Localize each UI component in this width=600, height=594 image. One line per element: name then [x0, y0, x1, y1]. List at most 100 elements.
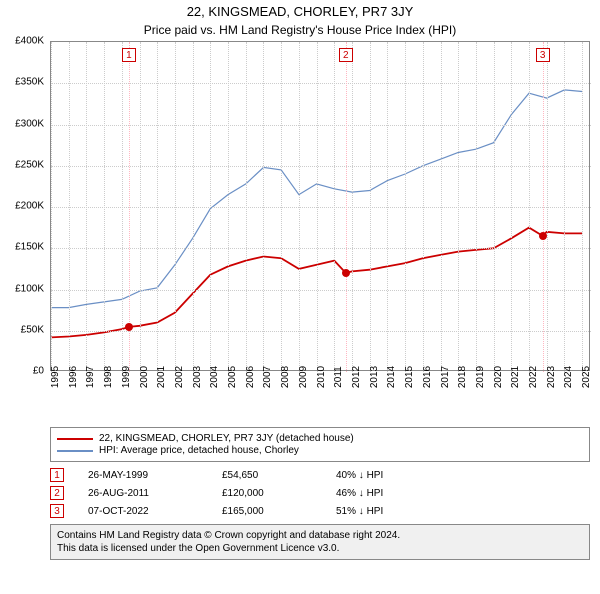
x-gridline [122, 42, 123, 372]
x-gridline [458, 42, 459, 372]
x-gridline [423, 42, 424, 372]
x-tick: 1999 [121, 366, 132, 388]
y-gridline [51, 166, 591, 167]
event-date: 26-MAY-1999 [88, 470, 198, 481]
x-tick: 2008 [280, 366, 291, 388]
x-tick: 2007 [262, 366, 273, 388]
x-gridline [511, 42, 512, 372]
y-tick: £400K [15, 36, 44, 47]
footer-line-2: This data is licensed under the Open Gov… [57, 542, 583, 555]
x-tick: 2001 [156, 366, 167, 388]
marker-point [342, 269, 350, 277]
x-gridline [140, 42, 141, 372]
x-tick: 2012 [351, 366, 362, 388]
event-index: 1 [50, 468, 64, 482]
y-gridline [51, 331, 591, 332]
event-row: 226-AUG-2011£120,00046% ↓ HPI [50, 486, 590, 500]
marker-label: 3 [536, 48, 550, 62]
x-tick: 2024 [563, 366, 574, 388]
event-price: £165,000 [222, 506, 312, 517]
x-gridline [104, 42, 105, 372]
y-gridline [51, 290, 591, 291]
x-gridline [387, 42, 388, 372]
x-tick: 2003 [192, 366, 203, 388]
x-gridline [175, 42, 176, 372]
x-gridline [334, 42, 335, 372]
x-tick: 2010 [316, 366, 327, 388]
legend: 22, KINGSMEAD, CHORLEY, PR7 3JY (detache… [50, 427, 590, 462]
x-gridline [564, 42, 565, 372]
y-gridline [51, 248, 591, 249]
x-tick: 1998 [103, 366, 114, 388]
x-gridline [529, 42, 530, 372]
marker-point [125, 323, 133, 331]
y-tick: £200K [15, 201, 44, 212]
x-gridline [370, 42, 371, 372]
y-gridline [51, 207, 591, 208]
x-tick: 2017 [440, 366, 451, 388]
x-tick: 2023 [546, 366, 557, 388]
x-gridline [281, 42, 282, 372]
x-tick: 2025 [581, 366, 592, 388]
footer-line-1: Contains HM Land Registry data © Crown c… [57, 529, 583, 542]
marker-line [346, 42, 347, 372]
x-gridline [86, 42, 87, 372]
x-gridline [263, 42, 264, 372]
x-gridline [210, 42, 211, 372]
x-tick: 2011 [333, 366, 344, 388]
x-tick: 2013 [369, 366, 380, 388]
x-gridline [476, 42, 477, 372]
x-tick: 2009 [298, 366, 309, 388]
x-gridline [193, 42, 194, 372]
x-gridline [582, 42, 583, 372]
event-date: 07-OCT-2022 [88, 506, 198, 517]
x-gridline [246, 42, 247, 372]
x-gridline [405, 42, 406, 372]
chart: 123 £0£50K£100K£150K£200K£250K£300K£350K… [50, 41, 590, 391]
marker-label: 1 [122, 48, 136, 62]
x-tick: 2021 [510, 366, 521, 388]
events-table: 1 26-MAY-1999 £54,650 40% ↓ HPI 226-AUG-2011… [50, 468, 590, 518]
x-tick: 2004 [209, 366, 220, 388]
legend-item: HPI: Average price, detached house, Chor… [57, 445, 583, 456]
event-row: 3 07-OCT-2022 £165,000 51% ↓ HPI [50, 504, 590, 518]
page-subtitle: Price paid vs. HM Land Registry's House … [0, 23, 600, 37]
x-tick: 2020 [493, 366, 504, 388]
x-gridline [228, 42, 229, 372]
x-tick: 2019 [475, 366, 486, 388]
x-tick: 2016 [422, 366, 433, 388]
legend-item: 22, KINGSMEAD, CHORLEY, PR7 3JY (detache… [57, 433, 583, 444]
plot-area: 1 2 3 [50, 41, 590, 371]
x-tick: 1995 [50, 366, 61, 388]
marker-point [539, 232, 547, 240]
legend-swatch [57, 450, 93, 452]
y-tick: £100K [15, 283, 44, 294]
y-tick: £150K [15, 242, 44, 253]
y-tick: £50K [21, 324, 44, 335]
event-price: £54,650 [222, 470, 312, 481]
x-gridline [51, 42, 52, 372]
y-tick: £250K [15, 159, 44, 170]
page-title: 22, KINGSMEAD, CHORLEY, PR7 3JY [0, 4, 600, 19]
y-gridline [51, 83, 591, 84]
x-gridline [494, 42, 495, 372]
x-tick: 2015 [404, 366, 415, 388]
x-tick: 2022 [528, 366, 539, 388]
y-tick: £0 [33, 366, 44, 377]
legend-label: 22, KINGSMEAD, CHORLEY, PR7 3JY (detache… [99, 433, 354, 444]
x-gridline [547, 42, 548, 372]
x-tick: 1997 [85, 366, 96, 388]
event-index: 2 [50, 486, 64, 500]
x-tick: 2006 [245, 366, 256, 388]
event-delta: 40% ↓ HPI [336, 470, 383, 481]
y-tick: £350K [15, 77, 44, 88]
event-delta: 51% ↓ HPI [336, 506, 383, 517]
marker-label: 2 [339, 48, 353, 62]
event-index: 3 [50, 504, 64, 518]
x-tick: 2018 [457, 366, 468, 388]
legend-label: HPI: Average price, detached house, Chor… [99, 445, 299, 456]
y-tick: £300K [15, 118, 44, 129]
x-tick: 2005 [227, 366, 238, 388]
y-gridline [51, 125, 591, 126]
x-gridline [352, 42, 353, 372]
